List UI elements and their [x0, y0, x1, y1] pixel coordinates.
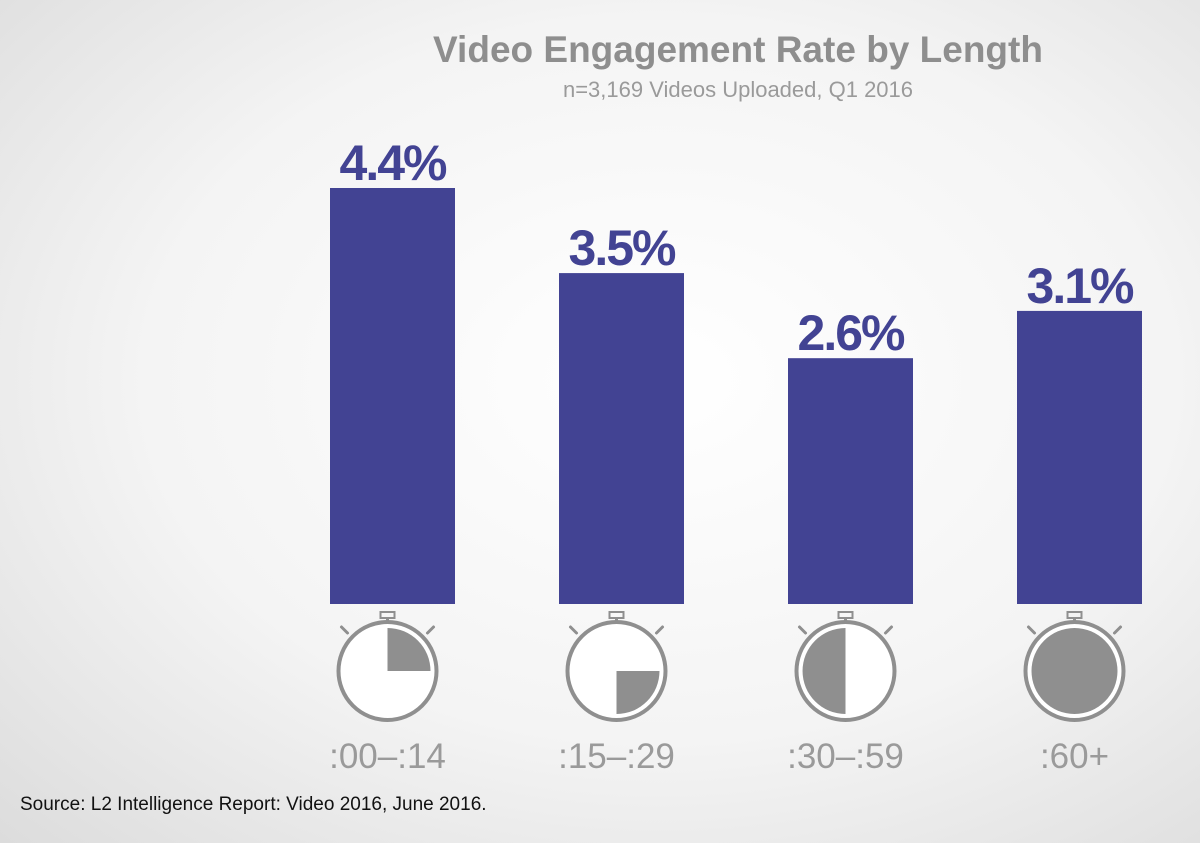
stopwatch-icon [1023, 611, 1126, 722]
bar-group: 4.4% 3.5% 2.6% 3.1% [330, 135, 1142, 604]
category-label: :60+ [1040, 737, 1109, 776]
stopwatch-icon [336, 611, 439, 722]
chart-title: Video Engagement Rate by Length [433, 29, 1043, 70]
bar [1017, 310, 1142, 604]
bar [559, 273, 684, 604]
category-label: :15–:29 [558, 737, 675, 776]
category-label-group: :00–:14 :15–:29 :30–:59 :60+ [329, 737, 1109, 776]
stopwatch-icon [565, 611, 668, 722]
bar-value-label: 3.5% [569, 220, 677, 276]
stopwatch-icon-group [336, 611, 1126, 722]
category-label: :30–:59 [787, 737, 904, 776]
category-label: :00–:14 [329, 737, 446, 776]
bar-value-label: 3.1% [1027, 258, 1135, 314]
bar-value-label: 4.4% [340, 135, 448, 191]
bar [788, 358, 913, 604]
stopwatch-icon [794, 611, 897, 722]
source-note: Source: L2 Intelligence Report: Video 20… [20, 794, 487, 815]
bar [330, 188, 455, 604]
bar-value-label: 2.6% [798, 305, 906, 361]
chart-subtitle: n=3,169 Videos Uploaded, Q1 2016 [563, 77, 913, 102]
